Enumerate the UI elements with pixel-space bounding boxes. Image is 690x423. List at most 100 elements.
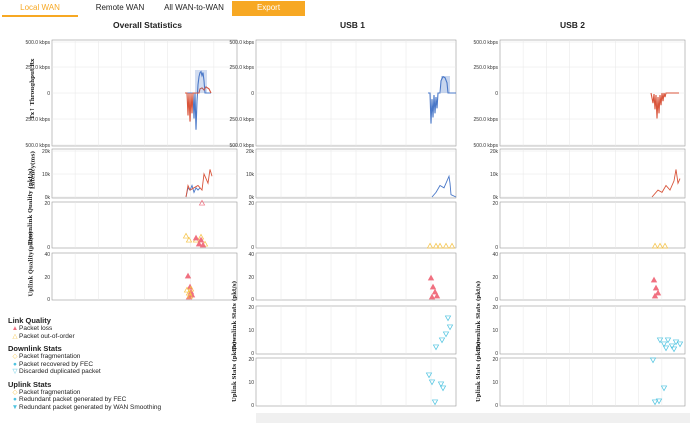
latency-overall-rx bbox=[185, 184, 201, 198]
marker-packet-out-of-order bbox=[185, 236, 193, 243]
marker-packet-loss bbox=[198, 199, 206, 206]
throughput-tick-label: 500.0 kbps bbox=[230, 143, 255, 149]
legend-downlink-duplicated: ▽ Discarded duplicated packet bbox=[12, 368, 101, 375]
marker-packet-loss bbox=[199, 241, 207, 248]
latency-tick-label: 20k bbox=[246, 149, 255, 155]
downlink-stats-tick-label: 10 bbox=[492, 328, 498, 334]
marker-packet-loss bbox=[192, 234, 200, 241]
legend-uplink-fec: ● Redundant packet generated by FEC bbox=[13, 396, 127, 403]
uplink-quality-tick-label: 0 bbox=[495, 297, 498, 303]
downlink-quality-tick-label: 0 bbox=[47, 245, 50, 251]
throughput-tick-label: 250.0 kbps bbox=[230, 117, 255, 123]
marker-packet-loss bbox=[197, 236, 205, 243]
marker-discarded-duplicated bbox=[442, 331, 450, 338]
downlink-quality-tick-label: 20 bbox=[248, 201, 254, 207]
throughput-tick-label: 500.0 kbps bbox=[26, 143, 51, 149]
downlink-quality-tick-label: 20 bbox=[44, 201, 50, 207]
marker-packet-loss bbox=[184, 272, 192, 279]
downlink-stats-tick-label: 20 bbox=[492, 305, 498, 311]
export-button[interactable]: Export bbox=[232, 1, 305, 16]
legend-downlink-fec: ● Packet recovered by FEC bbox=[13, 360, 94, 368]
marker-packet-out-of-order bbox=[661, 242, 669, 249]
marker-packet-loss bbox=[428, 293, 436, 300]
throughput-tick-label: 500.0 kbps bbox=[474, 40, 499, 46]
marker-packet-loss bbox=[433, 292, 441, 299]
uplink-quality-tick-label: 20 bbox=[492, 275, 498, 281]
marker-packet-out-of-order bbox=[432, 242, 440, 249]
ylabel-uplink-stats: Uplink Stats (pkt/s) bbox=[232, 341, 238, 402]
legend-downlink-fragmentation: ◇ Packet fragmentation bbox=[12, 353, 81, 360]
throughput-tick-label: 250.0 kbps bbox=[26, 65, 51, 71]
marker-packet-out-of-order bbox=[651, 242, 659, 249]
downlink-stats-tick-label: 0 bbox=[495, 351, 498, 357]
uplink-stats-tick-label: 10 bbox=[248, 380, 254, 386]
tab-remote-wan[interactable]: Remote WAN bbox=[95, 3, 145, 12]
column-title-usb1: USB 1 bbox=[339, 20, 366, 30]
marker-discarded-duplicated bbox=[660, 341, 668, 348]
marker-discarded-duplicated bbox=[432, 344, 440, 351]
latency-tick-label: 10k bbox=[490, 172, 499, 178]
legend: Link Quality ▲Packet loss △ Packet out-of… bbox=[8, 316, 161, 411]
downlink-stats-tick-label: 20 bbox=[248, 305, 254, 311]
marker-packet-out-of-order bbox=[426, 242, 434, 249]
uplink-quality-tick-label: 40 bbox=[492, 252, 498, 258]
latency-tick-label: 0k bbox=[45, 195, 51, 201]
legend-link-quality-title: Link Quality bbox=[8, 316, 51, 325]
marker-packet-loss bbox=[654, 289, 662, 296]
marker-discarded-duplicated bbox=[656, 337, 664, 344]
horizontal-scrollbar[interactable] bbox=[256, 413, 690, 423]
marker-packet-loss bbox=[195, 240, 203, 247]
throughput-tick-label: 0 bbox=[495, 91, 498, 97]
throughput-tick-label: 0 bbox=[47, 91, 50, 97]
uplink-stats-tick-label: 0 bbox=[251, 403, 254, 409]
marker-wan-smoothing bbox=[655, 398, 663, 405]
marker-wan-smoothing bbox=[439, 385, 447, 392]
series-rx-overall bbox=[185, 70, 211, 130]
uplink-stats-tick-label: 0 bbox=[495, 403, 498, 409]
legend-packet-out-of-order: △ Packet out-of-order bbox=[12, 332, 75, 340]
marker-wan-smoothing bbox=[428, 379, 436, 386]
ylabel-uplink-quality: Uplink Quality(pkt/s) bbox=[28, 230, 34, 296]
tab-all-wan-to-wan[interactable]: All WAN-to-WAN bbox=[164, 3, 224, 12]
latency-tick-label: 10k bbox=[246, 172, 255, 178]
uplink-quality-tick-label: 0 bbox=[251, 297, 254, 303]
marker-packet-out-of-order bbox=[187, 285, 195, 292]
marker-wan-smoothing bbox=[651, 399, 659, 406]
marker-packet-out-of-order bbox=[436, 242, 444, 249]
ylabel-throughput: Tx↑ Throughput Rx bbox=[30, 58, 36, 120]
marker-packet-out-of-order bbox=[442, 242, 450, 249]
uplink-quality-tick-label: 40 bbox=[44, 252, 50, 258]
marker-packet-loss bbox=[650, 276, 658, 283]
latency-tick-label: 20k bbox=[42, 149, 51, 155]
throughput-tick-label: 250.0 kbps bbox=[26, 117, 51, 123]
marker-packet-loss bbox=[429, 283, 437, 290]
downlink-stats-tick-label: 0 bbox=[251, 351, 254, 357]
throughput-tick-label: 500.0 kbps bbox=[26, 40, 51, 46]
uplink-stats-tick-label: 20 bbox=[248, 357, 254, 363]
marker-packet-out-of-order bbox=[183, 286, 191, 293]
marker-discarded-duplicated bbox=[662, 345, 670, 352]
tab-local-wan[interactable]: Local WAN bbox=[2, 1, 78, 17]
latency-tick-label: 0k bbox=[249, 195, 255, 201]
uplink-quality-tick-label: 20 bbox=[44, 275, 50, 281]
marker-packet-out-of-order bbox=[656, 242, 664, 249]
downlink-quality-tick-label: 0 bbox=[251, 245, 254, 251]
downlink-stats-tick-label: 10 bbox=[248, 328, 254, 334]
column-title-overall: Overall Statistics bbox=[113, 20, 182, 30]
throughput-tick-label: 500.0 kbps bbox=[474, 143, 499, 149]
legend-uplink-smoothing: ▼Redundant packet generated by WAN Smoot… bbox=[11, 403, 162, 411]
throughput-tick-label: 250.0 kbps bbox=[230, 65, 255, 71]
uplink-quality-tick-label: 20 bbox=[248, 275, 254, 281]
latency-usb1 bbox=[431, 174, 457, 198]
ylabel-uplink-stats: Uplink Stats (pkt/s) bbox=[476, 341, 482, 402]
marker-packet-loss bbox=[652, 284, 660, 291]
downlink-quality-tick-label: 20 bbox=[492, 201, 498, 207]
legend-packet-loss: ▲Packet loss bbox=[11, 325, 53, 332]
marker-packet-out-of-order bbox=[182, 232, 190, 239]
marker-discarded-duplicated bbox=[676, 341, 684, 348]
column-title-usb2: USB 2 bbox=[559, 20, 586, 30]
series-tx-usb2 bbox=[650, 92, 679, 119]
marker-packet-loss bbox=[427, 274, 435, 281]
legend-downlink-stats-title: Downlink Stats bbox=[8, 344, 62, 353]
